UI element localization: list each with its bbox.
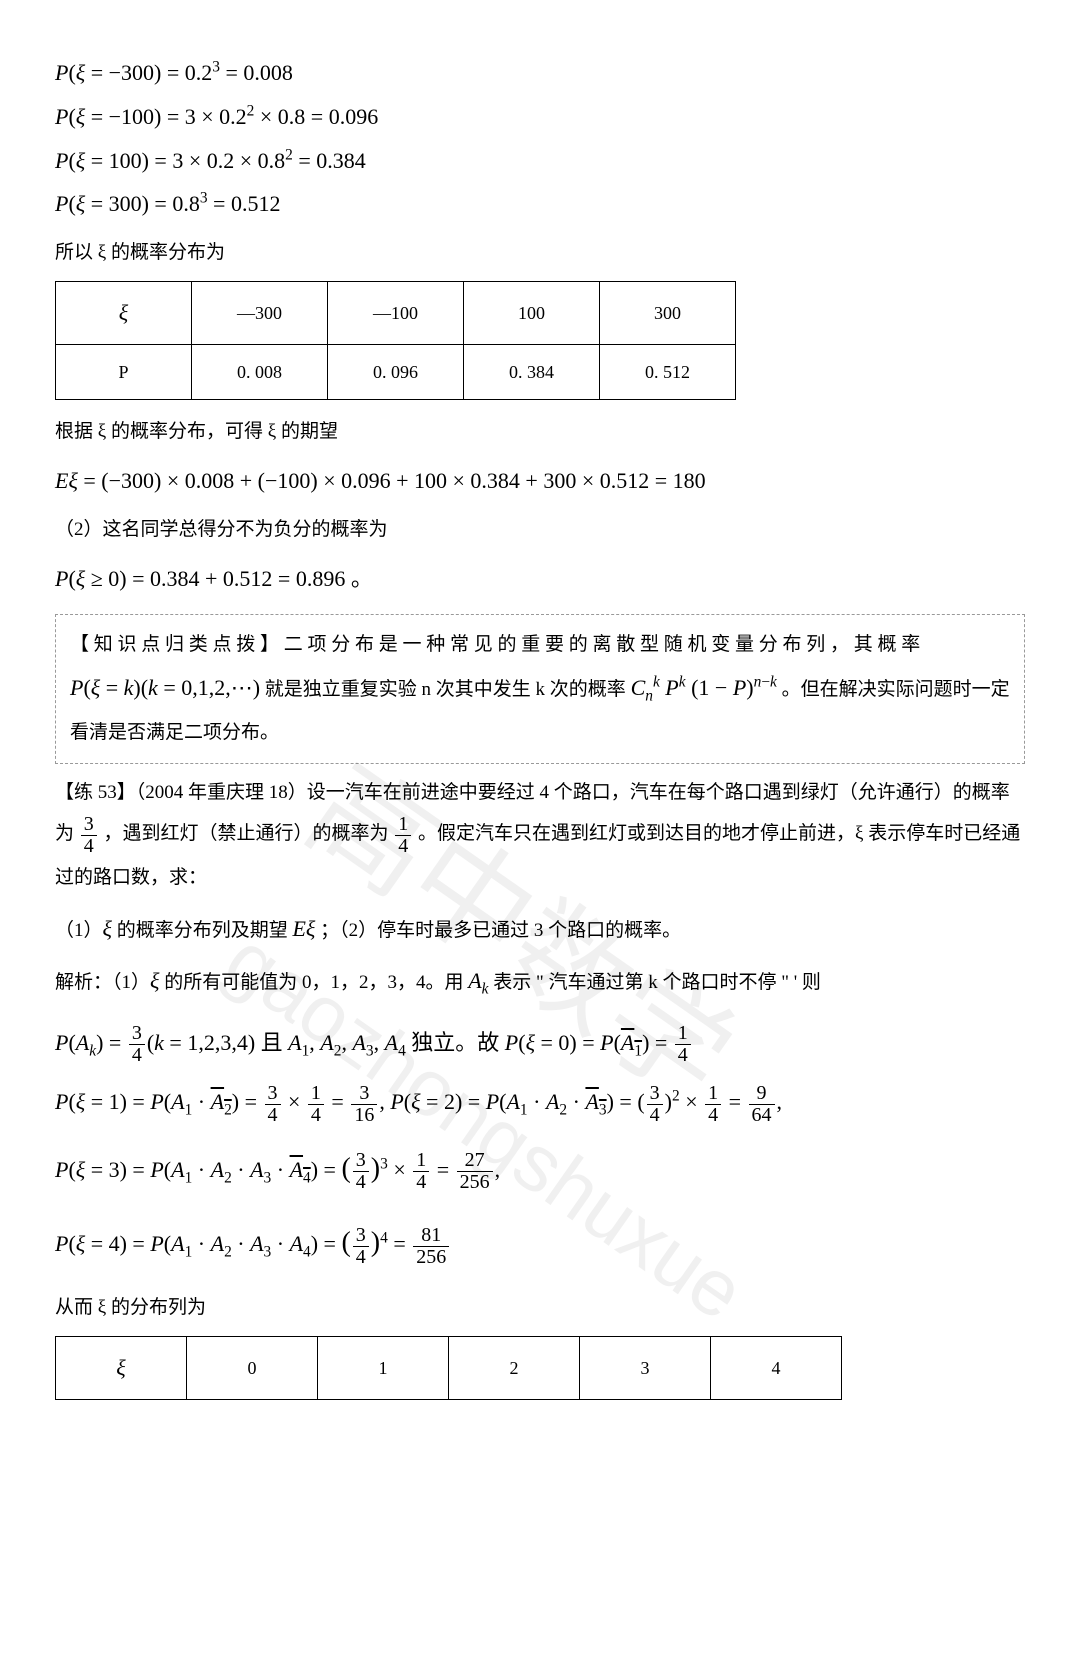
equation: P(ξ = −100) = 3 × 0.22 × 0.8 = 0.096 — [55, 96, 1025, 138]
body-text: 根据 ξ 的概率分布，可得 ξ 的期望 — [55, 414, 1025, 450]
xi-symbol: ξ — [116, 1355, 125, 1380]
solution-intro: 解析：（1）ξ 的所有可能值为 0，1，2，3，4。用 Ak 表示 " 汽车通过… — [55, 960, 1025, 1004]
table-cell: —300 — [192, 282, 328, 345]
equation: P(ξ = 100) = 3 × 0.2 × 0.82 = 0.384 — [55, 140, 1025, 182]
note-text: 【 知 识 点 归 类 点 拨 】 二 项 分 布 是 一 种 常 见 的 重 … — [70, 634, 920, 655]
table-cell: 3 — [580, 1337, 711, 1400]
table-cell: 300 — [600, 282, 736, 345]
expectation-equation: Eξ = (−300) × 0.008 + (−100) × 0.096 + 1… — [55, 460, 1025, 502]
table-row: ξ —300 —100 100 300 — [56, 282, 736, 345]
distribution-table-1: ξ —300 —100 100 300 P 0. 008 0. 096 0. 3… — [55, 281, 736, 400]
table-cell: 0. 096 — [328, 345, 464, 400]
table-cell: 0. 512 — [600, 345, 736, 400]
equation: P(Ak) = 34(k = 1,2,3,4) 且 A1, A2, A3, A4… — [55, 1014, 1025, 1071]
exercise-53: 【练 53】（2004 年重庆理 18）设一汽车在前进途中要经过 4 个路口，汽… — [55, 772, 1025, 899]
knowledge-note-box: 【 知 识 点 归 类 点 拨 】 二 项 分 布 是 一 种 常 见 的 重 … — [55, 614, 1025, 764]
equation: P(ξ ≥ 0) = 0.384 + 0.512 = 0.896 。 — [55, 558, 1025, 600]
table-cell: —100 — [328, 282, 464, 345]
fraction: 34 — [81, 814, 97, 857]
table-row: ξ 0 1 2 3 4 — [56, 1337, 842, 1400]
body-text: 从而 ξ 的分布列为 — [55, 1290, 1025, 1326]
exercise-text: ，遇到红灯（禁止通行）的概率为 — [104, 823, 389, 844]
equation: P(ξ = 3) = P(A1 · A2 · A3 · A4) = (34)3 … — [55, 1133, 1025, 1206]
table-cell: 100 — [464, 282, 600, 345]
table-cell: 2 — [449, 1337, 580, 1400]
body-text: 所以 ξ 的概率分布为 — [55, 235, 1025, 271]
table-cell: 0 — [187, 1337, 318, 1400]
table-cell: 1 — [318, 1337, 449, 1400]
table-cell: 0. 008 — [192, 345, 328, 400]
equation: P(ξ = 300) = 0.83 = 0.512 — [55, 183, 1025, 225]
equation: P(ξ = −300) = 0.23 = 0.008 — [55, 52, 1025, 94]
table-row: P 0. 008 0. 096 0. 384 0. 512 — [56, 345, 736, 400]
note-formula: Cnk Pk (1 − P)n−k — [631, 675, 777, 700]
exercise-questions: （1）ξ 的概率分布列及期望 Eξ ；（2）停车时最多已通过 3 个路口的概率。 — [55, 908, 1025, 950]
equation-block: P(ξ = −300) = 0.23 = 0.008 P(ξ = −100) =… — [55, 52, 1025, 225]
xi-symbol: ξ — [119, 300, 128, 325]
table-cell: 0. 384 — [464, 345, 600, 400]
distribution-table-2: ξ 0 1 2 3 4 — [55, 1336, 842, 1400]
equation: P(ξ = 1) = P(A1 · A2) = 34 × 14 = 316, P… — [55, 1073, 1025, 1130]
table-cell: P — [56, 345, 192, 400]
body-text: （2）这名同学总得分不为负分的概率为 — [55, 512, 1025, 548]
note-formula: P(ξ = k)(k = 0,1,2,⋯) — [70, 675, 260, 700]
note-text: 就是独立重复实验 n 次其中发生 k 次的概率 — [260, 679, 631, 700]
equation: P(ξ = 4) = P(A1 · A2 · A3 · A4) = (34)4 … — [55, 1207, 1025, 1280]
table-cell: 4 — [711, 1337, 842, 1400]
fraction: 14 — [395, 814, 411, 857]
solution-equations: P(Ak) = 34(k = 1,2,3,4) 且 A1, A2, A3, A4… — [55, 1014, 1025, 1280]
